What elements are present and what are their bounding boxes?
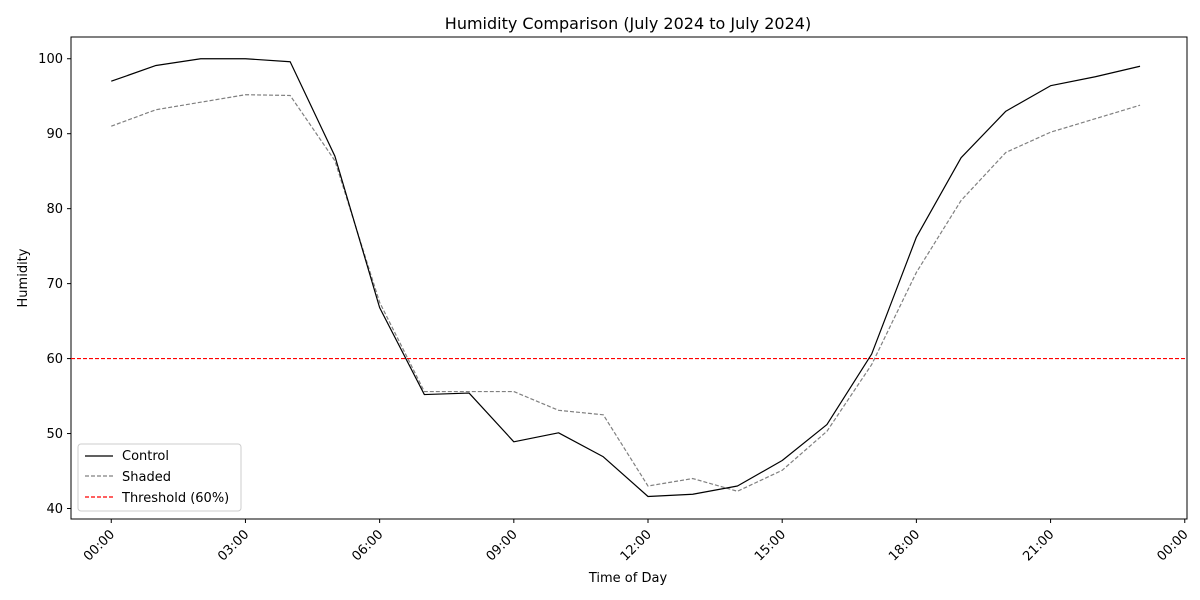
x-tick-label: 06:00 (349, 527, 386, 564)
x-tick-label: 00:00 (81, 527, 118, 564)
y-tick-label: 60 (46, 352, 63, 367)
y-tick-label: 40 (46, 502, 63, 517)
y-axis-label: Humidity (16, 248, 31, 307)
y-tick-label: 70 (46, 277, 63, 292)
x-tick-label: 12:00 (618, 527, 655, 564)
legend-label-shaded: Shaded (122, 470, 171, 485)
series-line-shaded (111, 94, 1141, 492)
x-axis-ticks: 00:00 03:00 06:00 09:00 12:00 15:00 18:00 21:00… (81, 519, 1192, 564)
x-tick-label: 18:00 (886, 527, 923, 564)
y-tick-label: 90 (46, 127, 63, 142)
y-tick-label: 50 (46, 427, 63, 442)
y-tick-label: 100 (38, 52, 63, 67)
legend-label-threshold: Threshold (60%) (121, 491, 229, 506)
series-line-control (111, 58, 1141, 498)
chart-title: Humidity Comparison (July 2024 to July 2… (445, 14, 811, 33)
plot-frame (70, 36, 1188, 520)
x-tick-label: 21:00 (1020, 527, 1057, 564)
x-axis-label: Time of Day (588, 571, 668, 586)
legend: Control Shaded Threshold (60%) (77, 443, 242, 512)
y-axis-ticks: 40 50 60 70 80 90 100 (38, 52, 71, 517)
legend-label-control: Control (122, 449, 169, 464)
legend-box (77, 443, 242, 512)
series-layer (71, 58, 1187, 498)
x-tick-label: 03:00 (215, 527, 252, 564)
x-tick-label: 15:00 (752, 527, 789, 564)
x-tick-label: 00:00 (1154, 527, 1191, 564)
y-tick-label: 80 (46, 202, 63, 217)
x-tick-label: 09:00 (484, 527, 521, 564)
